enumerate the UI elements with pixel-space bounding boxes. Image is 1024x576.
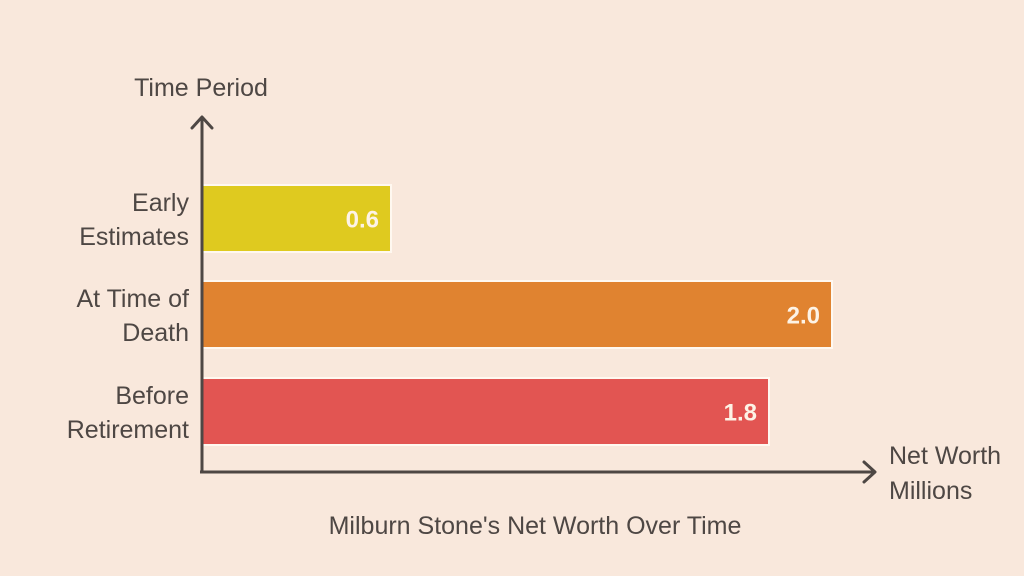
y-axis: [190, 115, 214, 472]
category-label: Estimates: [79, 223, 189, 251]
bars-group: 0.6 2.0 1.8: [201, 184, 833, 446]
category-label: Retirement: [67, 416, 189, 444]
bar-2: [201, 377, 770, 446]
x-axis: [200, 460, 877, 484]
bar-0: [201, 184, 392, 253]
bar-value-label: 0.6: [346, 207, 379, 234]
category-label: Death: [122, 319, 189, 347]
y-axis-arrow-icon: [190, 115, 214, 130]
x-axis-title-line-2: Millions: [889, 477, 972, 505]
y-axis-title: Time Period: [134, 74, 268, 102]
x-axis-title-line-1: Net Worth: [889, 442, 1001, 470]
bar-value-label: 1.8: [724, 400, 757, 427]
category-label: Early: [132, 189, 189, 217]
chart-title: Milburn Stone's Net Worth Over Time: [329, 512, 742, 540]
bar-value-label: 2.0: [787, 303, 820, 330]
bar-1: [201, 280, 833, 349]
category-label: At Time of: [76, 285, 189, 313]
x-axis-arrow-icon: [862, 460, 877, 484]
category-label: Before: [115, 382, 189, 410]
category-labels: Early Estimates At Time of Death Before Retir…: [67, 189, 190, 444]
